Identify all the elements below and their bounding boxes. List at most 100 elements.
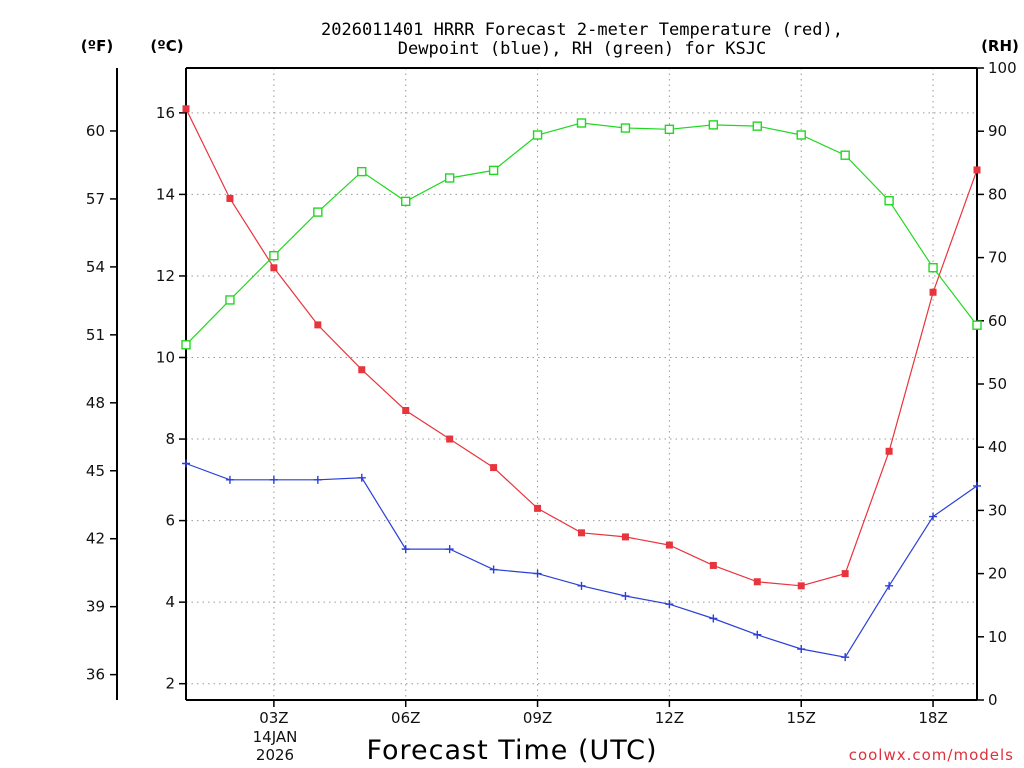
rh-point <box>708 120 719 130</box>
dewpoint-point <box>445 545 454 554</box>
rh-point <box>576 118 587 128</box>
dewpoint-point <box>269 475 278 484</box>
fahrenheit-tick-label: 54 <box>86 258 105 276</box>
rh-line <box>185 122 978 346</box>
celsius-tick-label: 6 <box>165 512 175 530</box>
fahrenheit-tick-label: 36 <box>86 666 105 684</box>
rh-tick-label: 80 <box>988 185 1007 203</box>
celsius-tick-label: 2 <box>165 675 175 693</box>
temperature-point <box>973 166 981 174</box>
rh-axis-unit: (RH) <box>981 37 1019 55</box>
temperature-point <box>402 407 410 415</box>
rh-tick-label: 100 <box>988 59 1017 77</box>
dewpoint-point <box>182 459 190 468</box>
time-tick-label: 03Z <box>259 709 288 727</box>
dewpoint-point <box>665 600 674 609</box>
dewpoint-point <box>489 565 498 574</box>
time-axis: 03Z 06Z 09Z 12Z 15Z 18Z <box>259 700 948 727</box>
rh-point <box>357 166 367 177</box>
dewpoint-point <box>621 592 630 601</box>
rh-point <box>752 121 762 131</box>
chart-title-line-1: 2026011401 HRRR Forecast 2-meter Tempera… <box>321 20 843 40</box>
fahrenheit-tick-label: 45 <box>86 462 105 480</box>
celsius-tick-label: 12 <box>156 267 175 285</box>
dewpoint-point <box>929 512 938 521</box>
date-label-day: 14JAN <box>253 728 298 746</box>
temperature-point <box>358 366 366 374</box>
fahrenheit-tick-label: 39 <box>86 598 105 616</box>
rh-point <box>313 207 323 217</box>
dewpoint-point <box>841 653 850 662</box>
rh-point <box>796 130 806 140</box>
dewpoint-point <box>577 581 586 590</box>
time-tick-label: 09Z <box>523 709 552 727</box>
rh-point <box>401 196 411 207</box>
temperature-point <box>621 533 629 541</box>
dewpoint-point <box>885 581 894 590</box>
source-credit: coolwx.com/models <box>849 746 1014 764</box>
rh-tick-label: 0 <box>988 691 998 709</box>
dewpoint-series <box>182 459 981 662</box>
rh-tick-label: 20 <box>988 565 1007 583</box>
dewpoint-line <box>185 462 978 658</box>
chart-title-line-2: Dewpoint (blue), RH (green) for KSJC <box>398 39 766 59</box>
rh-tick-label: 60 <box>988 312 1007 330</box>
temperature-point <box>841 570 849 578</box>
celsius-axis: 2 4 6 8 10 12 14 16 <box>156 104 186 693</box>
rh-tick-label: 50 <box>988 375 1007 393</box>
temperature-point <box>446 435 454 443</box>
rh-series <box>181 118 982 350</box>
celsius-tick-label: 4 <box>165 593 175 611</box>
dewpoint-point <box>401 545 410 554</box>
temperature-point <box>929 288 937 296</box>
rh-point <box>928 263 938 273</box>
rh-point <box>225 295 235 305</box>
rh-point <box>840 150 850 160</box>
temperature-point <box>270 264 278 272</box>
dewpoint-point <box>225 475 234 484</box>
temperature-point <box>665 541 673 549</box>
temperature-point <box>182 105 190 113</box>
temperature-point <box>753 578 761 586</box>
dewpoint-point <box>709 614 718 623</box>
dewpoint-point <box>753 630 762 639</box>
chart-title: 2026011401 HRRR Forecast 2-meter Tempera… <box>321 20 843 59</box>
time-tick-label: 06Z <box>391 709 420 727</box>
temperature-point <box>797 582 805 590</box>
rh-tick-label: 90 <box>988 122 1007 140</box>
time-tick-label: 18Z <box>918 709 947 727</box>
rh-point <box>532 130 543 140</box>
rh-tick-label: 30 <box>988 501 1007 519</box>
time-tick-label: 15Z <box>787 709 816 727</box>
fahrenheit-tick-label: 51 <box>86 326 105 344</box>
temperature-line <box>185 108 978 587</box>
celsius-tick-label: 8 <box>165 430 175 448</box>
temperature-point <box>314 321 322 329</box>
axes <box>185 67 978 701</box>
fahrenheit-axis: 36 39 42 45 48 51 54 57 60 <box>86 68 118 700</box>
rh-tick-label: 40 <box>988 438 1007 456</box>
celsius-axis-unit: (ºC) <box>150 37 183 55</box>
rh-point <box>884 196 894 206</box>
temperature-point <box>490 464 498 472</box>
celsius-tick-label: 16 <box>156 104 175 122</box>
rh-point <box>972 320 982 330</box>
fahrenheit-tick-label: 42 <box>86 530 105 548</box>
temperature-point <box>226 194 234 202</box>
fahrenheit-tick-label: 48 <box>86 394 105 412</box>
rh-point <box>488 165 499 176</box>
fahrenheit-tick-label: 57 <box>86 190 105 208</box>
rh-tick-label: 70 <box>988 249 1007 267</box>
fahrenheit-axis-unit: (ºF) <box>81 37 113 55</box>
rh-point <box>181 340 191 350</box>
rh-point <box>444 173 455 183</box>
rh-point <box>269 251 279 261</box>
rh-point <box>620 123 631 133</box>
rh-point <box>664 124 675 135</box>
temperature-series <box>182 105 981 590</box>
date-label-year: 2026 <box>256 746 294 764</box>
temperature-point <box>709 561 717 569</box>
celsius-tick-label: 14 <box>156 185 175 203</box>
temperature-point <box>885 447 893 455</box>
